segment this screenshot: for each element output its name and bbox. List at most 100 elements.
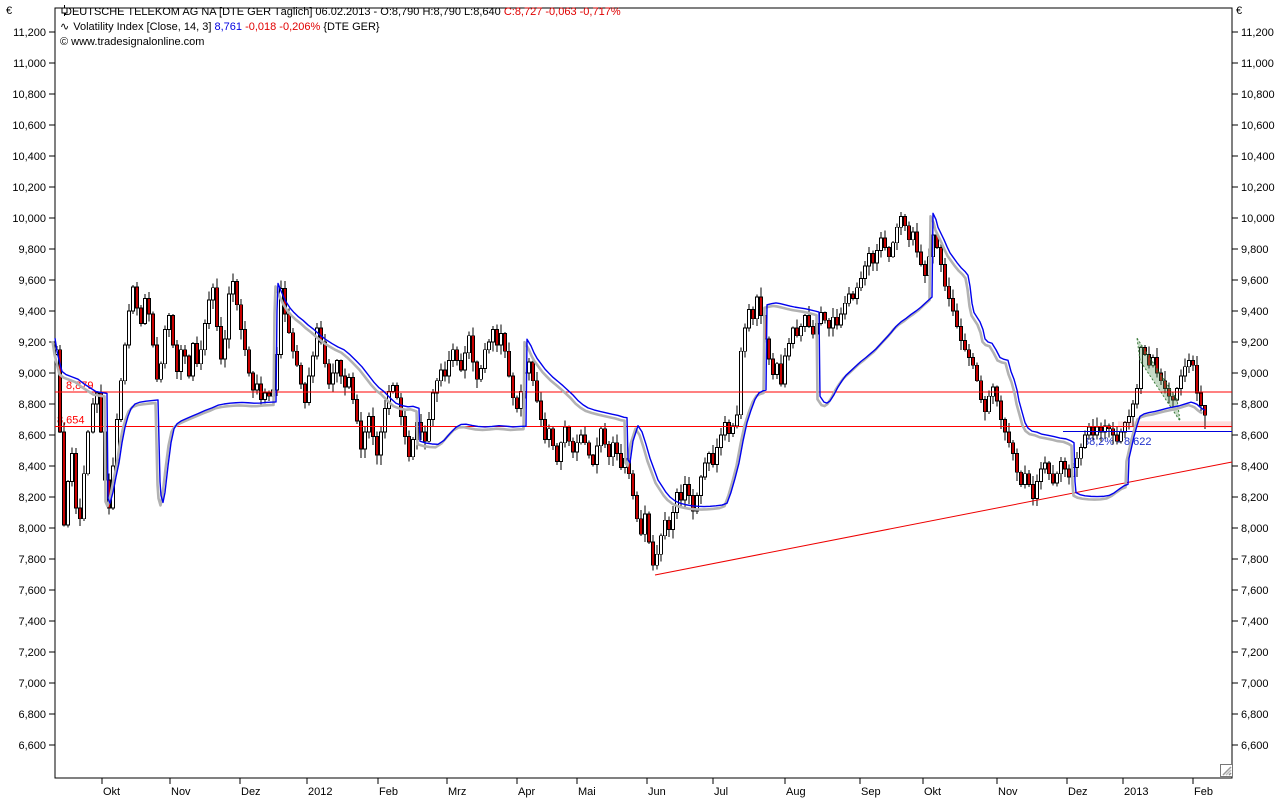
candle-down xyxy=(58,349,62,433)
candle-down xyxy=(967,349,971,358)
candle-down xyxy=(631,473,635,496)
y-axis-label-right: 7,200 xyxy=(1241,647,1269,659)
candle-down xyxy=(771,358,775,375)
candle-down xyxy=(175,344,179,372)
candle-up xyxy=(127,310,131,346)
y-axis-label-right: 10,200 xyxy=(1241,182,1275,194)
candle-down xyxy=(1155,357,1159,374)
candle-up xyxy=(483,349,487,369)
x-axis-label: Mrz xyxy=(448,786,466,798)
candle-up xyxy=(987,395,991,413)
candle-up xyxy=(859,278,863,289)
candle-down xyxy=(779,363,783,385)
y-axis-label-right: 7,800 xyxy=(1241,554,1269,566)
candle-down xyxy=(871,253,875,264)
y-axis-label-right: 6,800 xyxy=(1241,709,1269,721)
candle-up xyxy=(383,408,387,433)
candle-up xyxy=(707,453,711,464)
candle-up xyxy=(671,512,675,530)
y-axis-label-left: 6,800 xyxy=(18,709,46,721)
candle-up xyxy=(643,513,647,535)
candle-down xyxy=(851,293,855,300)
y-axis-label-left: 9,400 xyxy=(18,306,46,318)
downtrend-channel xyxy=(1136,337,1181,422)
candle-down xyxy=(135,286,139,309)
resize-grip-icon[interactable] xyxy=(1220,764,1233,777)
candle-down xyxy=(887,247,891,258)
candle-down xyxy=(1031,484,1035,499)
candle-up xyxy=(1075,457,1079,468)
candle-down xyxy=(1163,380,1167,389)
y-axis-label-left: 7,600 xyxy=(18,585,46,597)
candle-up xyxy=(847,293,851,304)
candle-down xyxy=(235,281,239,306)
candle-up xyxy=(463,352,467,371)
candle-up xyxy=(831,316,835,329)
candle-up xyxy=(723,422,727,436)
candle-up xyxy=(1139,347,1143,389)
y-axis-label-left: 9,800 xyxy=(18,244,46,256)
candle-up xyxy=(279,288,283,355)
candle-down xyxy=(343,375,347,388)
candle-down xyxy=(1147,353,1151,366)
y-axis-label-right: 9,000 xyxy=(1241,368,1269,380)
candle-down xyxy=(539,400,543,420)
x-axis-label: Dez xyxy=(241,786,261,798)
candle-up xyxy=(379,431,383,456)
candle-up xyxy=(1119,431,1123,442)
candle-down xyxy=(1203,405,1207,416)
y-axis-label-left: 6,600 xyxy=(18,740,46,752)
copyright-row: © www.tradesignalonline.com xyxy=(60,35,621,50)
candle-down xyxy=(295,350,299,366)
candle-down xyxy=(759,296,763,317)
candle-down xyxy=(951,298,955,312)
candle-up xyxy=(167,315,171,330)
candle-down xyxy=(667,519,671,530)
candle-down xyxy=(1003,419,1007,433)
x-axis-label: Jun xyxy=(648,786,666,798)
candle-down xyxy=(147,298,151,315)
y-axis-label-left: 10,800 xyxy=(12,89,46,101)
candle-down xyxy=(823,312,827,321)
candle-down xyxy=(355,398,359,422)
y-axis-label-right: 10,400 xyxy=(1241,151,1275,163)
candle-up xyxy=(599,428,603,447)
x-axis-label: Mai xyxy=(578,786,596,798)
candle-up xyxy=(66,481,70,526)
volatility-line xyxy=(54,212,1206,508)
x-axis-label: Feb xyxy=(379,786,398,798)
candle-down xyxy=(691,495,695,512)
candle-up xyxy=(715,446,719,465)
candle-down xyxy=(239,304,243,330)
candle-down xyxy=(247,349,251,374)
candle-down xyxy=(471,335,475,363)
candle-up xyxy=(1083,434,1087,448)
candle-down xyxy=(327,363,331,385)
candle-down xyxy=(399,397,403,417)
candle-up xyxy=(1135,388,1139,405)
candle-up xyxy=(1131,403,1135,417)
y-axis-label-left: 11,000 xyxy=(13,58,46,70)
candle-up xyxy=(791,327,795,344)
candle-down xyxy=(835,316,839,326)
candle-down xyxy=(995,386,999,402)
candle-up xyxy=(783,355,787,385)
candle-up xyxy=(1079,446,1083,459)
candle-down xyxy=(1199,392,1203,406)
candle-up xyxy=(1179,375,1183,389)
candle-up xyxy=(735,414,739,427)
candle-down xyxy=(1019,471,1023,486)
candle-up xyxy=(315,327,319,357)
y-axis-label-right: 9,800 xyxy=(1241,244,1269,256)
candle-down xyxy=(919,251,923,265)
candle-up xyxy=(1183,366,1187,377)
candle-up xyxy=(611,442,615,458)
candle-up xyxy=(1039,468,1043,482)
candle-down xyxy=(651,541,655,566)
y-axis-label-right: 10,600 xyxy=(1241,120,1275,132)
indicator-symbol-suffix: {DTE GER} xyxy=(323,21,380,33)
y-axis-label-right: 8,000 xyxy=(1241,523,1269,535)
candle-up xyxy=(547,428,551,441)
candle-up xyxy=(491,329,495,343)
candle-up xyxy=(307,375,311,403)
